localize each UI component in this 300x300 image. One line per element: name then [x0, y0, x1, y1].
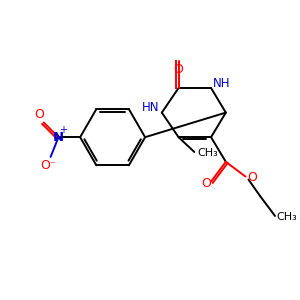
- Text: CH₃: CH₃: [198, 148, 218, 158]
- Text: +: +: [59, 125, 68, 135]
- Text: O: O: [34, 108, 44, 121]
- Text: O: O: [248, 171, 257, 184]
- Text: O: O: [174, 63, 184, 76]
- Text: CH₃: CH₃: [277, 212, 297, 222]
- Text: N: N: [53, 131, 64, 144]
- Text: ⁻: ⁻: [50, 161, 56, 171]
- Text: O: O: [40, 159, 50, 172]
- Text: O: O: [201, 177, 211, 190]
- Text: NH: NH: [213, 76, 231, 90]
- Text: HN: HN: [142, 101, 160, 114]
